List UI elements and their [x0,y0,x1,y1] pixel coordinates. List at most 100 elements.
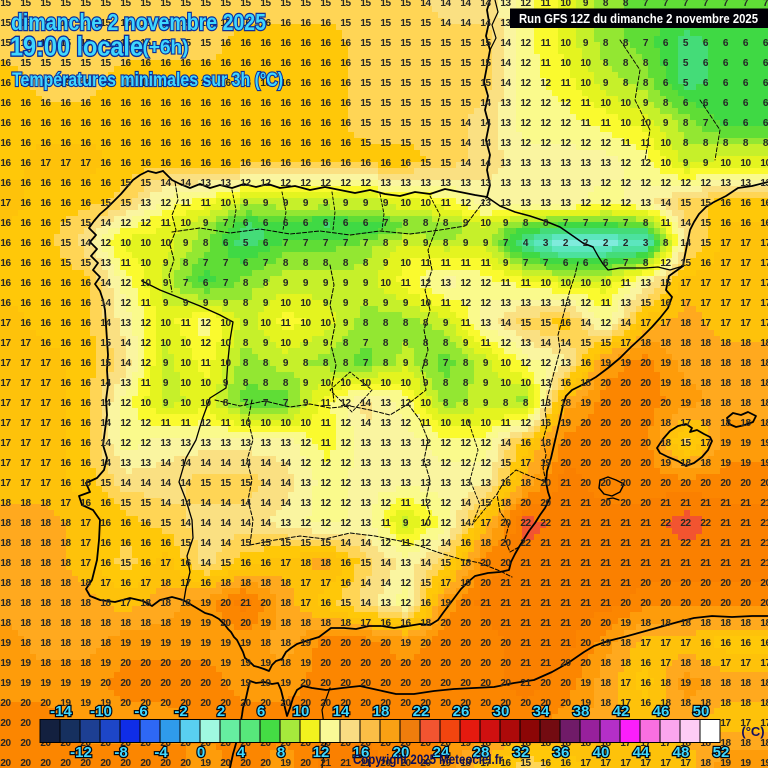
svg-text:20: 20 [540,698,551,709]
svg-text:10: 10 [660,138,671,149]
svg-text:18: 18 [80,658,91,669]
svg-text:10: 10 [160,238,171,249]
svg-text:20: 20 [360,638,371,649]
svg-text:20: 20 [260,598,271,609]
svg-text:10: 10 [460,418,471,429]
svg-text:11: 11 [441,298,452,309]
svg-text:8: 8 [423,218,429,229]
svg-text:20: 20 [180,698,191,709]
svg-text:18: 18 [660,338,671,349]
svg-text:19: 19 [240,658,251,669]
svg-text:16: 16 [300,18,311,29]
svg-text:17: 17 [0,398,11,409]
svg-text:20: 20 [420,698,431,709]
svg-text:14: 14 [560,338,571,349]
svg-text:12: 12 [400,598,411,609]
svg-text:15: 15 [120,198,131,209]
svg-text:14: 14 [260,478,271,489]
svg-text:21: 21 [560,498,571,509]
svg-text:19: 19 [0,678,11,689]
svg-text:19: 19 [580,698,591,709]
svg-text:8: 8 [263,358,269,369]
svg-text:20: 20 [560,438,571,449]
svg-text:8: 8 [463,358,469,369]
svg-text:16: 16 [240,38,251,49]
svg-text:6: 6 [703,58,709,69]
svg-text:6: 6 [203,278,209,289]
svg-text:5: 5 [683,78,689,89]
svg-text:15: 15 [200,478,211,489]
svg-text:15: 15 [380,98,391,109]
svg-text:15: 15 [460,58,471,69]
svg-text:12: 12 [400,418,411,429]
svg-text:18: 18 [560,398,571,409]
svg-text:16: 16 [180,58,191,69]
svg-text:46: 46 [653,703,670,720]
svg-text:15: 15 [460,78,471,89]
svg-text:13: 13 [120,318,131,329]
svg-text:9: 9 [303,278,309,289]
svg-text:16: 16 [740,218,751,229]
svg-text:21: 21 [540,658,551,669]
svg-text:7: 7 [283,398,289,409]
svg-text:16: 16 [60,458,71,469]
svg-text:19: 19 [680,678,691,689]
svg-text:8: 8 [603,58,609,69]
svg-text:11: 11 [441,258,452,269]
svg-text:-14: -14 [50,703,72,720]
svg-text:-6: -6 [134,703,147,720]
svg-text:9: 9 [343,298,349,309]
svg-text:13: 13 [360,438,371,449]
svg-text:16: 16 [360,158,371,169]
svg-text:15: 15 [420,138,431,149]
svg-text:15: 15 [280,0,291,9]
svg-text:17: 17 [20,458,31,469]
svg-text:9: 9 [243,198,249,209]
svg-text:8: 8 [243,338,249,349]
svg-text:14: 14 [680,218,691,229]
svg-text:8: 8 [643,78,649,89]
svg-text:17: 17 [620,738,631,749]
svg-text:18: 18 [700,338,711,349]
svg-text:9: 9 [383,298,389,309]
svg-text:15: 15 [420,38,431,49]
svg-text:19: 19 [260,618,271,629]
svg-text:11: 11 [501,418,512,429]
svg-text:14: 14 [260,458,271,469]
svg-text:10: 10 [320,318,331,329]
svg-text:11: 11 [161,218,172,229]
svg-text:9: 9 [423,378,429,389]
svg-text:17: 17 [20,418,31,429]
svg-text:17: 17 [760,658,768,669]
svg-text:20: 20 [500,658,511,669]
svg-text:6: 6 [763,58,768,69]
svg-text:7: 7 [643,38,649,49]
svg-text:15: 15 [140,178,151,189]
svg-text:12: 12 [600,138,611,149]
svg-text:18: 18 [0,578,11,589]
svg-text:20: 20 [400,738,411,749]
svg-text:20: 20 [600,498,611,509]
svg-text:18: 18 [640,618,651,629]
svg-text:12: 12 [400,398,411,409]
svg-text:24: 24 [433,744,450,761]
svg-text:10: 10 [580,58,591,69]
svg-text:21: 21 [640,538,651,549]
svg-text:7: 7 [523,258,529,269]
svg-text:20: 20 [760,598,768,609]
svg-text:12: 12 [640,178,651,189]
svg-text:8: 8 [363,298,369,309]
svg-text:13: 13 [620,298,631,309]
svg-text:20: 20 [40,758,51,768]
svg-text:13: 13 [460,178,471,189]
svg-text:7: 7 [303,238,309,249]
svg-text:13: 13 [440,278,451,289]
svg-text:10: 10 [600,98,611,109]
svg-text:14: 14 [180,498,191,509]
svg-text:16: 16 [0,158,11,169]
svg-text:12: 12 [200,418,211,429]
svg-text:16: 16 [760,198,768,209]
svg-text:16: 16 [180,158,191,169]
svg-text:20: 20 [20,758,31,768]
svg-text:21: 21 [760,498,768,509]
